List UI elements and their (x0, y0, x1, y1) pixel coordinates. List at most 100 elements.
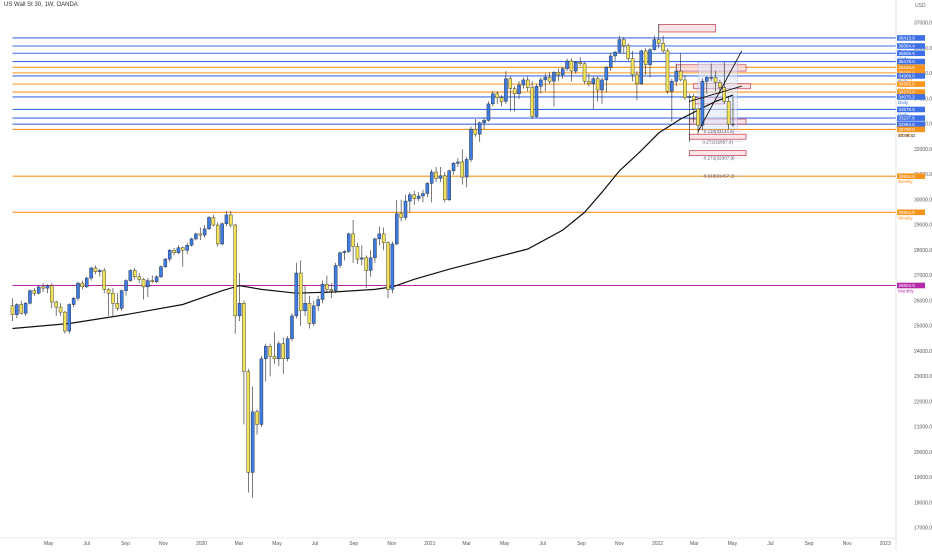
candle-body (425, 183, 430, 194)
price-tick-label: 27000.0 (914, 273, 932, 279)
candle-body (172, 250, 176, 254)
candle-body (429, 171, 434, 184)
level-price-label: 32790.0 (899, 127, 916, 132)
horizontal-levels (12, 37, 896, 287)
candle-body (272, 356, 277, 360)
price-tick-label: 28000.0 (914, 248, 932, 254)
candle-body (578, 62, 582, 64)
price-tick-label: 19000.0 (914, 475, 932, 481)
candle-body (408, 194, 412, 202)
level-price-box (897, 70, 925, 76)
candle-body (215, 224, 220, 245)
time-tick-label: Jul (312, 541, 318, 547)
price-tick-label: 23000.0 (914, 374, 932, 380)
candle-body (98, 270, 102, 272)
candle-body (176, 247, 181, 254)
level-tag: Daily (898, 112, 909, 117)
time-tick-label: Mar (235, 541, 244, 547)
level-price-label: 30934.8 (899, 174, 916, 179)
candle-body (346, 233, 351, 252)
candle-body (211, 217, 216, 226)
level-price-label: 33237.6 (899, 116, 916, 121)
candle-body (517, 84, 521, 95)
candle-body (543, 77, 547, 81)
price-tick-label: 32000.0 (914, 147, 932, 153)
time-tick-label: Jul (84, 541, 90, 547)
time-tick-label: May (272, 541, 282, 547)
time-tick-label: Nov (615, 541, 624, 547)
trendline (689, 85, 742, 102)
level-tag: Daily (898, 100, 909, 105)
candle-body (639, 50, 644, 84)
candle-body (477, 122, 482, 135)
candle-body (486, 103, 491, 121)
candle-body (307, 303, 312, 324)
time-tick-label: May (728, 541, 738, 547)
candle-body (626, 45, 630, 59)
candle-body (469, 128, 473, 160)
candle-body (521, 79, 526, 86)
level-price-label: 29504.8 (899, 210, 916, 215)
time-tick-label: Jul (767, 541, 773, 547)
candle-body (198, 233, 203, 236)
candle-body (41, 286, 45, 289)
candle-body (325, 284, 329, 290)
candle-body (364, 257, 368, 271)
candle-body (259, 358, 264, 425)
candle-body (591, 78, 596, 84)
level-price-label: 34583.6 (899, 82, 916, 87)
candle-body (351, 233, 355, 247)
candle-body (167, 250, 172, 260)
candle-body (163, 258, 168, 267)
candle-body (80, 282, 85, 288)
candle-body (102, 270, 106, 290)
candle-body (229, 214, 233, 226)
candle-body (643, 50, 648, 65)
candle-body (242, 303, 246, 372)
candle-body (412, 194, 416, 199)
candle-body (617, 39, 622, 53)
candle-body (731, 123, 735, 126)
candle-body (84, 277, 89, 288)
candle-body (159, 266, 163, 277)
level-price-label: 36094.4 (899, 44, 916, 49)
candle-body (377, 233, 382, 240)
candle-body (718, 82, 722, 88)
candle-body (58, 306, 63, 313)
level-price-box (897, 35, 925, 41)
fib-level-label: -0.272(32307.9) (702, 156, 735, 161)
candle-body (115, 303, 120, 309)
candle-body (76, 282, 80, 299)
candle-body (421, 193, 425, 197)
candle-body (63, 311, 67, 332)
candle-body (194, 233, 198, 240)
level-tag: Daily (898, 56, 909, 61)
level-price-box (897, 50, 925, 57)
candle-body (106, 289, 111, 294)
candle-body (15, 304, 19, 315)
candle-body (438, 175, 443, 179)
candle-body (50, 285, 54, 303)
candle-body (141, 279, 146, 288)
time-tick-label: Sep (349, 541, 358, 547)
level-price-label: 35249.8 (899, 65, 916, 70)
candle-body (648, 49, 652, 65)
candle-body (298, 272, 303, 312)
candle-body (54, 301, 58, 308)
candle-body (268, 345, 272, 357)
candle-body (574, 62, 578, 72)
candle-body (403, 200, 408, 218)
time-tick-label: Sep (577, 541, 586, 547)
candle-body (399, 213, 403, 218)
candle-body (600, 79, 604, 91)
level-price-box (897, 94, 925, 100)
candle-body (526, 79, 530, 88)
candle-body (552, 72, 556, 82)
moving-average-line (12, 94, 734, 330)
fib-level-label: -0.618(31457.2) (702, 173, 735, 178)
candle-body (303, 303, 307, 312)
level-price-label: 33578.8 (899, 107, 916, 112)
candle-body (255, 411, 259, 425)
candle-body (652, 39, 657, 50)
